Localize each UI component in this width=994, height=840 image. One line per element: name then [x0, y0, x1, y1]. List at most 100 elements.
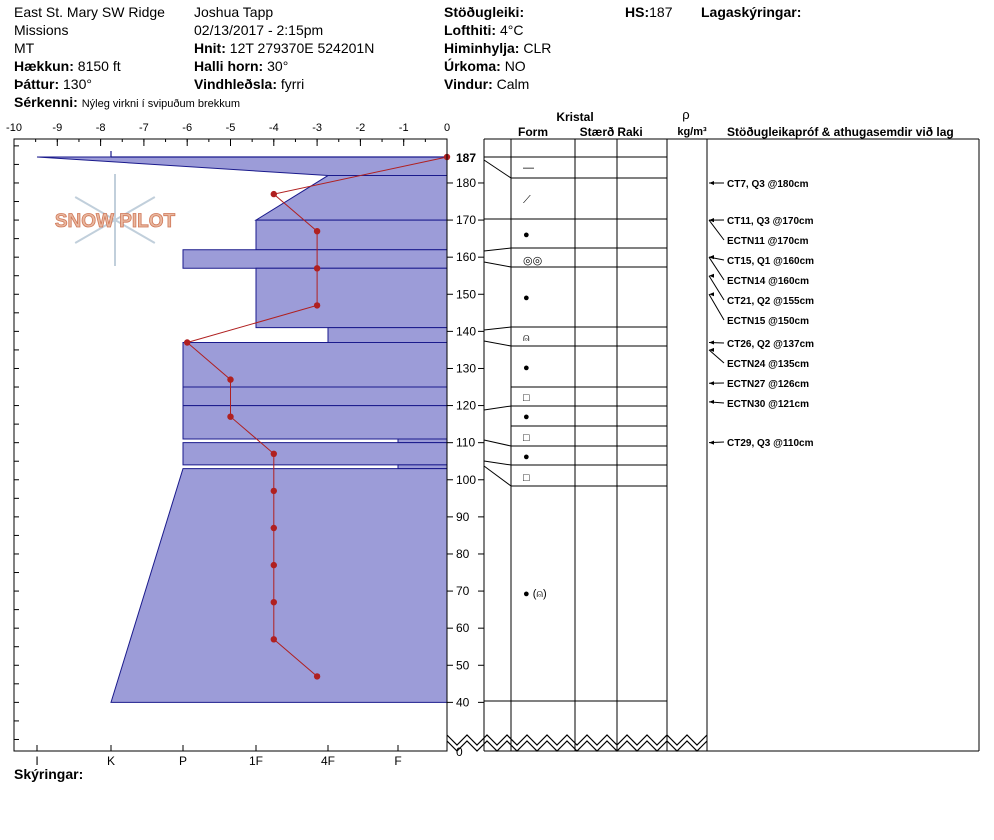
- location-line2: Missions: [14, 22, 69, 38]
- test-label: CT15, Q1 @160cm: [727, 256, 814, 267]
- hardness-layer: [182, 442, 448, 466]
- layer-connector: [483, 405, 512, 411]
- depth-tick-label: 140: [456, 324, 476, 338]
- layer-connector: [483, 159, 512, 179]
- axis-break-top: [446, 734, 708, 746]
- form-symbol: ◎◎: [523, 255, 542, 267]
- depth-tick-label: 100: [456, 473, 476, 487]
- temp-tick-label: 0: [444, 122, 450, 134]
- test-arrowhead: [709, 292, 714, 297]
- wind: Vindur: Calm: [444, 75, 529, 93]
- aspect-value: 130°: [63, 76, 92, 92]
- layer-connector: [483, 460, 512, 466]
- stability: Stöðugleiki:: [444, 3, 524, 21]
- layer-connector: [483, 439, 512, 447]
- form-symbol: ●: [523, 362, 530, 374]
- layer-connector: [483, 465, 512, 487]
- depth-zero-label: 0: [456, 745, 463, 759]
- temp-point: [270, 636, 277, 643]
- datetime: 02/13/2017 - 2:15pm: [194, 22, 324, 38]
- hardness-label: P: [179, 754, 187, 768]
- test-arrowhead: [709, 381, 714, 386]
- elevation-value: 8150 ft: [77, 58, 121, 74]
- tests-header: Stöðugleikapróf & athugasemdir við lag: [727, 125, 954, 139]
- depth-tick-label: 180: [456, 176, 476, 190]
- wind-loading-label: Vindhleðsla:: [194, 76, 277, 92]
- features-value: Nýleg virkni í svipuðum brekkum: [81, 98, 241, 110]
- temp-point: [227, 413, 234, 420]
- hardness-layer: [397, 464, 448, 470]
- depth-tick-label: 40: [456, 695, 470, 709]
- test-arrowhead: [709, 399, 714, 404]
- form-symbol: ● (⍝): [523, 588, 547, 600]
- hardness-layer: [255, 219, 448, 251]
- temp-point: [270, 450, 277, 457]
- temp-point: [270, 487, 277, 495]
- form-symbol: —: [523, 162, 534, 174]
- hardness-label: K: [107, 754, 115, 768]
- density-unit-header: kg/m³: [677, 126, 707, 138]
- temp-tick-label: -2: [356, 122, 366, 134]
- observer: Joshua Tapp: [194, 4, 274, 20]
- temp-point: [227, 376, 234, 383]
- precip-value: NO: [504, 58, 526, 74]
- snowflake-icon: [74, 174, 156, 266]
- form-symbol: ⍝: [523, 332, 530, 344]
- test-pointer: [708, 275, 725, 301]
- precip: Úrkoma: NO: [444, 57, 526, 75]
- wind-loading-value: fyrri: [280, 76, 305, 92]
- test-arrowhead: [709, 340, 714, 345]
- depth-tick-label: 60: [456, 621, 470, 635]
- hardness-layer: [254, 175, 448, 221]
- features-label: Sérkenni:: [14, 94, 78, 110]
- depth-tick-label: 110: [456, 436, 475, 450]
- temp-point: [313, 265, 321, 272]
- size-header: Stærð: [580, 125, 615, 139]
- sky: Himinhylja: CLR: [444, 39, 551, 57]
- layer-connector: [483, 340, 512, 347]
- depth-tick-label: 80: [456, 547, 470, 561]
- test-label: CT21, Q2 @155cm: [727, 296, 814, 307]
- form-symbol: □: [523, 432, 530, 444]
- hardness-label: 4F: [321, 754, 335, 768]
- temp-tick-label: -4: [269, 122, 279, 134]
- depth-tick-label: 150: [456, 287, 476, 301]
- hardness-layer: [182, 342, 448, 388]
- location-line1: East St. Mary SW Ridge: [14, 4, 165, 20]
- hardness-layer: [182, 249, 448, 269]
- temp-point: [184, 339, 191, 346]
- test-label: CT11, Q3 @170cm: [727, 216, 814, 227]
- test-label: ECTN24 @135cm: [727, 359, 809, 370]
- test-arrowhead: [709, 273, 714, 278]
- hardness-layer: [397, 438, 448, 444]
- hardness-layer: [182, 405, 448, 440]
- temp-tick-label: -1: [399, 122, 409, 134]
- stability-label: Stöðugleiki:: [444, 4, 525, 20]
- temp-point: [313, 228, 321, 235]
- layer-connector: [483, 326, 512, 331]
- notes: Skýringar:: [14, 765, 83, 783]
- air-temp-label: Lofthiti:: [444, 22, 497, 38]
- test-label: CT29, Q3 @110cm: [727, 438, 814, 449]
- form-header: Form: [518, 125, 548, 139]
- form-symbol: ●: [523, 229, 530, 241]
- test-label: ECTN15 @150cm: [727, 316, 809, 327]
- depth-tick-label: 170: [456, 213, 476, 227]
- temp-tick-label: -3: [312, 122, 322, 134]
- hardness-layer: [255, 267, 448, 329]
- wind-label: Vindur:: [444, 76, 493, 92]
- temp-tick-label: -10: [6, 122, 22, 134]
- depth-tick-label: 70: [456, 584, 470, 598]
- hs-value: 187: [649, 4, 673, 20]
- test-arrowhead: [709, 255, 714, 260]
- test-label: ECTN14 @160cm: [727, 276, 809, 287]
- temp-point: [270, 599, 277, 606]
- test-pointer: [708, 256, 725, 281]
- hardness-layer: [327, 327, 448, 343]
- sky-label: Himinhylja:: [444, 40, 520, 56]
- depth-top-label: 187: [456, 151, 476, 165]
- test-pointer: [708, 349, 725, 364]
- temperature-profile: [184, 153, 451, 680]
- test-pointer: [708, 219, 725, 241]
- form-symbol: ●: [523, 292, 530, 304]
